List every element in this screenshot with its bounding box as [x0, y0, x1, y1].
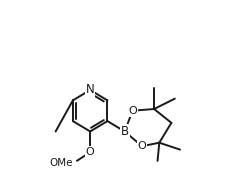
Text: O: O [128, 106, 137, 116]
Text: O: O [86, 147, 94, 157]
Text: N: N [86, 84, 94, 96]
Text: OMe: OMe [49, 158, 73, 168]
Text: B: B [121, 125, 129, 138]
Text: O: O [138, 141, 146, 151]
